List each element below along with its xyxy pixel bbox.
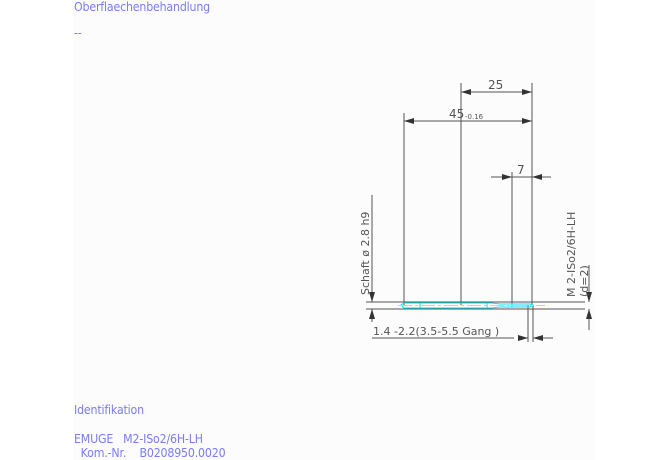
dim-45-text: 45 (449, 107, 464, 121)
identification-label: Identifikation (74, 403, 144, 417)
identification-line-1: EMUGE M2-ISo2/6H-LH (74, 432, 203, 446)
chamfer-label: 1.4 -2.2(3.5-5.5 Gang ) (373, 325, 499, 338)
surface-treatment-label: Oberflaechenbehandlung (74, 0, 210, 14)
dim-7-text: 7 (517, 163, 525, 177)
thread-diameter: (d=2) (578, 265, 591, 297)
dim-25-text: 25 (488, 78, 503, 92)
shank-label: Schaft ø 2.8 h9 (359, 212, 372, 295)
drawing-sheet (73, 0, 595, 460)
thread-label: M 2-ISo2/6H-LH (565, 212, 578, 297)
dim-45-tolerance: -0.16 (465, 113, 484, 121)
surface-treatment-value: -- (74, 26, 82, 40)
identification-line-2: Kom.-Nr. B0208950.0020 (74, 446, 226, 460)
